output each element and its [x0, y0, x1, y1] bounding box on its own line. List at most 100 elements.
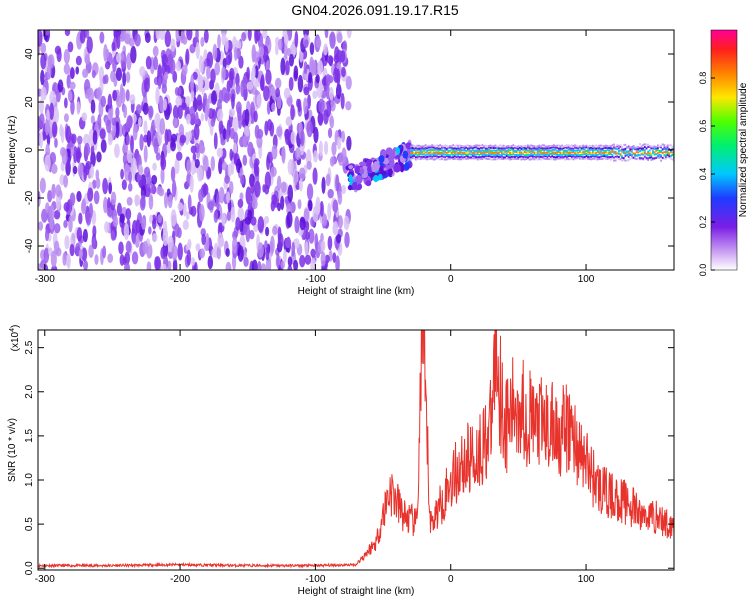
- spectrogram-cell: [40, 69, 45, 86]
- spectrogram-cell: [304, 39, 309, 48]
- spectrogram-cell: [523, 145, 526, 148]
- spectrogram-cell: [653, 157, 656, 160]
- spectrogram-cell: [465, 146, 468, 149]
- spectrogram-cell: [557, 155, 560, 158]
- spectrogram-cell: [119, 213, 125, 224]
- spectrogram-cell: [619, 144, 622, 147]
- spectrogram-cell: [639, 154, 641, 157]
- snr-x-tick-label: -300: [35, 574, 55, 585]
- spectrogram-cell: [473, 155, 476, 158]
- spectrogram-cell: [478, 158, 481, 161]
- spectrogram-cell: [365, 180, 372, 187]
- spectrogram-cell: [653, 145, 656, 148]
- spectrogram-cell: [423, 155, 425, 158]
- spectrogram-cell: [194, 261, 198, 270]
- spectrogram-cell: [99, 128, 106, 140]
- spectrogram-cell: [488, 148, 490, 151]
- spectrogram-cell: [141, 218, 147, 230]
- spectrogram-cell: [671, 151, 674, 154]
- spectrogram-cell: [559, 157, 562, 160]
- spectrogram-cell: [254, 124, 260, 139]
- spectrogram-cell: [226, 210, 232, 222]
- spectrogram-cell: [642, 153, 645, 156]
- spectrogram-cell: [170, 166, 176, 182]
- spectrogram-cell: [413, 157, 416, 160]
- spectrogram-cell: [606, 157, 609, 160]
- spectrogram-cells: [38, 30, 674, 270]
- spectrogram-cell: [647, 145, 650, 148]
- spectrogram-cell: [423, 151, 425, 154]
- spectrogram-cell: [569, 145, 572, 148]
- spectrogram-cell: [348, 164, 354, 170]
- spectrogram-cell: [665, 154, 667, 157]
- spectrogram-cell: [613, 143, 615, 146]
- spectrogram-cell: [533, 152, 536, 155]
- spectrogram-cell: [471, 157, 474, 160]
- spectrogram-cell: [622, 158, 625, 161]
- spectrogram-cell: [593, 145, 596, 148]
- spectrogram-cell: [300, 129, 305, 147]
- spectrogram-cell: [540, 153, 542, 156]
- spectrogram-cell: [426, 149, 429, 152]
- spectrogram-cell: [497, 148, 500, 151]
- spectrogram-cell: [253, 51, 260, 63]
- spectrogram-cell: [155, 30, 161, 40]
- spectrogram-cell: [310, 258, 317, 270]
- spectrogram-cell: [239, 192, 244, 201]
- spectrogram-cell: [175, 60, 181, 72]
- spectrogram-cell: [494, 144, 497, 147]
- spectrogram-cell: [598, 144, 601, 147]
- spectrogram-cell: [601, 157, 604, 160]
- spectrogram-cell: [582, 151, 585, 154]
- spectrogram-cell: [439, 144, 442, 147]
- spectrogram-cell: [660, 149, 662, 152]
- spectrogram-cell: [283, 249, 287, 264]
- spectrogram-cell: [217, 34, 221, 50]
- spectrogram-x-label: Height of straight line (km): [298, 286, 415, 297]
- spectrogram-cell: [579, 145, 581, 148]
- spectrogram-cell: [260, 263, 267, 270]
- spectrogram-cell: [315, 73, 320, 84]
- spectrogram-cell: [225, 54, 232, 66]
- spectrogram-cell: [68, 91, 73, 101]
- spectrogram-cell: [450, 144, 453, 147]
- spectrogram-cell: [253, 223, 259, 233]
- spectrogram-cell: [332, 199, 339, 213]
- spectrogram-cell: [185, 242, 191, 252]
- spectrogram-cell: [551, 151, 554, 154]
- spectrogram-cell: [556, 157, 559, 160]
- spectrogram-cell: [475, 144, 477, 147]
- spectrogram-cell: [176, 227, 182, 239]
- spectrogram-cell: [601, 144, 604, 147]
- spectrogram-cell: [221, 66, 226, 81]
- spectrogram-cell: [465, 149, 468, 152]
- spectrogram-cell: [582, 148, 585, 151]
- spectrogram-cell: [514, 149, 516, 152]
- spectrogram-cell: [225, 129, 230, 143]
- spectrogram-cell: [660, 159, 662, 162]
- spectrogram-cell: [616, 144, 619, 147]
- spectrogram-cell: [556, 153, 559, 156]
- spectrogram-cell: [452, 158, 455, 161]
- spectrogram-cell: [639, 157, 641, 160]
- spectrogram-cell: [564, 155, 567, 158]
- spectrogram-cell: [611, 147, 614, 150]
- spectrogram-cell: [167, 194, 173, 209]
- spectrogram-cell: [541, 156, 544, 159]
- spectrogram-cell: [200, 36, 205, 47]
- spectrogram-cell: [196, 94, 203, 107]
- spectrogram-cell: [169, 58, 176, 75]
- spectrogram-cell: [497, 145, 500, 148]
- spectrogram-cell: [603, 145, 606, 148]
- spectrogram-cell: [648, 152, 651, 155]
- spectrogram-cell: [49, 90, 56, 106]
- spectrogram-cell: [264, 171, 272, 190]
- spectrogram-cell: [470, 157, 473, 160]
- spectrogram-cell: [218, 186, 225, 204]
- spectrogram-cell: [639, 158, 641, 161]
- spectrogram-cell: [614, 147, 617, 150]
- spectrogram-cell: [418, 148, 421, 151]
- spectrogram-cell: [235, 101, 242, 114]
- spectrogram-cell: [566, 157, 568, 160]
